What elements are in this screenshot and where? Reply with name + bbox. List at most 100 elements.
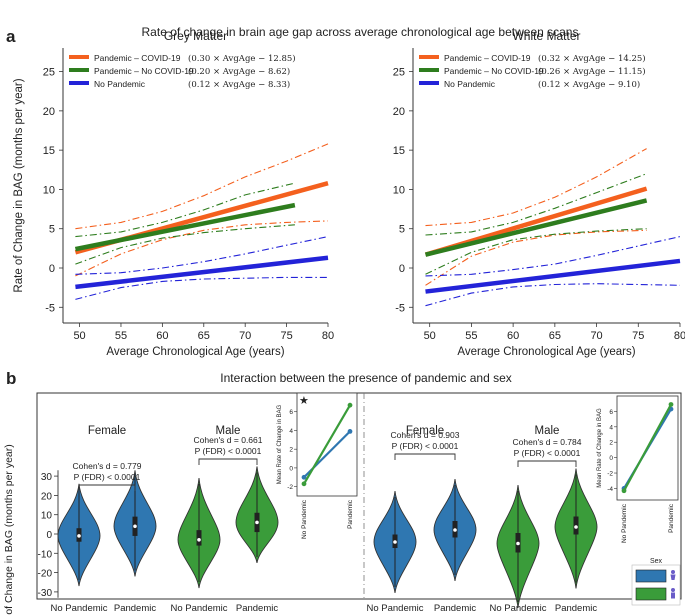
inset-y-tick-label: -2: [287, 484, 293, 491]
inset-grey-chart: 6 4 2 0 -2 Mean Rate of Change in BAG No Pande…: [277, 392, 358, 539]
inset-y-tick-label: 6: [609, 409, 613, 416]
y-tick-label: 15: [43, 145, 55, 157]
y-tick-label: 20: [43, 106, 55, 118]
grey-matter-chart: Grey Matter 50 55 60 65 70 75 80 -5 0 5 10 15 20 25 Ave…: [13, 29, 334, 358]
inset-line-male: [303, 404, 351, 485]
violin-y-tick-label: -30: [38, 588, 53, 599]
fit-line-no-pandemic: [425, 258, 681, 294]
inset-x-tick-label: Pandemic: [668, 503, 675, 533]
violin-x-tick-label: No Pandemic: [170, 603, 227, 614]
y-tick-label: 25: [393, 67, 405, 79]
inset-y-tick-label: 2: [289, 447, 293, 454]
fit-line-pandemic-no-covid-: [424, 198, 648, 257]
legend-equation: (0.12 × AvgAge − 9.10): [538, 79, 640, 90]
violin-x-tick-label: Pandemic: [236, 603, 278, 614]
group-label-male: Male: [216, 425, 241, 437]
x-axis-label: Average Chronological Age (years): [457, 346, 635, 358]
sex-legend-male-swatch: [635, 587, 667, 601]
ci-upper-pandemic-covid-: [425, 148, 647, 227]
x-tick-label: 80: [322, 330, 334, 342]
y-tick-label: 0: [49, 263, 55, 275]
violin-median: [255, 520, 259, 525]
inset-x-tick-label: Pandemic: [347, 499, 354, 529]
violin-x-tick-label: No Pandemic: [50, 603, 107, 614]
inset-y-tick-label: 4: [609, 424, 613, 431]
x-tick-label: 80: [674, 330, 685, 342]
group-label-female: Female: [406, 425, 444, 437]
legend-equation: (0.32 × AvgAge − 14.25): [538, 53, 646, 64]
inset-y-axis-label: Mean Rate of Change in BAG: [277, 404, 283, 484]
y-tick-label: -5: [395, 302, 405, 314]
x-tick-label: 55: [115, 330, 127, 342]
ci-upper-pandemic-covid-: [75, 143, 329, 230]
legend-label: No Pandemic: [444, 79, 496, 89]
inset-white-chart: 6 4 2 0 -2 -4 Mean Rate of Change in BAG No Pan…: [597, 395, 679, 543]
legend-label: Pandemic – No COVID-19: [94, 66, 194, 76]
male-icon: [671, 588, 675, 599]
ci-lower-pandemic-covid-: [75, 220, 329, 277]
violin-y-tick-label: 0: [46, 530, 52, 541]
violin-median: [453, 528, 457, 532]
x-tick-label: 50: [424, 330, 436, 342]
violin-y-tick-label: -20: [38, 569, 53, 580]
violin-x-tick-label: Pandemic: [555, 603, 597, 614]
fit-line-pandemic-no-covid-: [74, 202, 296, 252]
panel-b-frame: [36, 392, 682, 600]
p-value-label: P (FDR) < 0.0001: [74, 472, 141, 482]
legend-label: Pandemic – COVID-19: [444, 53, 531, 63]
inset-x-tick-label: No Pandemic: [301, 499, 308, 539]
y-tick-label: 20: [393, 106, 405, 118]
panel-a-label: a: [6, 27, 16, 46]
x-tick-label: 60: [156, 330, 168, 342]
cohen-d-label: Cohen's d = 0.779: [73, 461, 142, 471]
x-tick-label: 70: [590, 330, 602, 342]
inset-y-tick-label: -4: [607, 486, 613, 493]
cohen-d-label: Cohen's d = 0.661: [194, 435, 263, 445]
cohen-d-label: Cohen's d = 0.903: [391, 430, 460, 440]
y-tick-label: 10: [43, 184, 55, 196]
significance-bracket: [198, 458, 258, 465]
group-label-male: Male: [535, 425, 560, 437]
inset-point-male: [621, 488, 627, 494]
violin-x-tick-label: Pandemic: [434, 603, 476, 614]
inset-point-male: [301, 481, 307, 487]
x-tick-label: 75: [632, 330, 644, 342]
ci-lower-pandemic-covid-: [425, 229, 647, 286]
violin-iqr-box: [196, 530, 202, 546]
violin-y-tick-label: 30: [41, 472, 53, 483]
legend-equation: (0.30 × AvgAge − 12.85): [188, 53, 296, 64]
panel-b-title: Interaction between the presence of pand…: [220, 371, 512, 385]
group-label-female: Female: [88, 425, 126, 437]
violin-x-tick-label: No Pandemic: [489, 603, 546, 614]
x-tick-label: 65: [198, 330, 210, 342]
x-axis-label: Average Chronological Age (years): [106, 346, 284, 358]
x-tick-label: 60: [507, 330, 519, 342]
inset-y-tick-label: -2: [607, 471, 613, 478]
star-annotation: ★: [299, 395, 309, 407]
legend-equation: (0.26 × AvgAge − 11.15): [538, 66, 646, 77]
inset-y-tick-label: 0: [609, 455, 613, 462]
violin-median: [516, 541, 520, 546]
cohen-d-label: Cohen's d = 0.784: [513, 437, 582, 447]
p-value-label: P (FDR) < 0.0001: [195, 446, 262, 456]
sex-legend-female-swatch: [635, 569, 667, 583]
y-tick-label: 0: [399, 263, 405, 275]
inset-y-tick-label: 2: [609, 440, 613, 447]
ci-upper-pandemic-no-covid-: [75, 182, 296, 238]
inset-point-female: [347, 428, 353, 434]
ci-upper-no-pandemic: [425, 236, 681, 277]
violin-y-axis-label: Rate of Change in BAG (months per year): [3, 444, 15, 615]
ci-lower-no-pandemic: [425, 283, 681, 307]
violin-x-tick-label: Pandemic: [114, 603, 156, 614]
chart-title: Grey Matter: [164, 29, 227, 43]
inset-y-tick-label: 6: [289, 409, 293, 416]
y-tick-label: 25: [43, 67, 55, 79]
x-tick-label: 65: [549, 330, 561, 342]
violin-x-tick-label: No Pandemic: [366, 603, 423, 614]
p-value-label: P (FDR) < 0.0001: [514, 448, 581, 458]
inset-point-male: [347, 402, 353, 408]
y-tick-label: 5: [49, 224, 55, 236]
panel-b-label: b: [6, 369, 16, 388]
inset-y-axis-label: Mean Rate of Change in BAG: [597, 408, 603, 488]
y-tick-label: 15: [393, 145, 405, 157]
